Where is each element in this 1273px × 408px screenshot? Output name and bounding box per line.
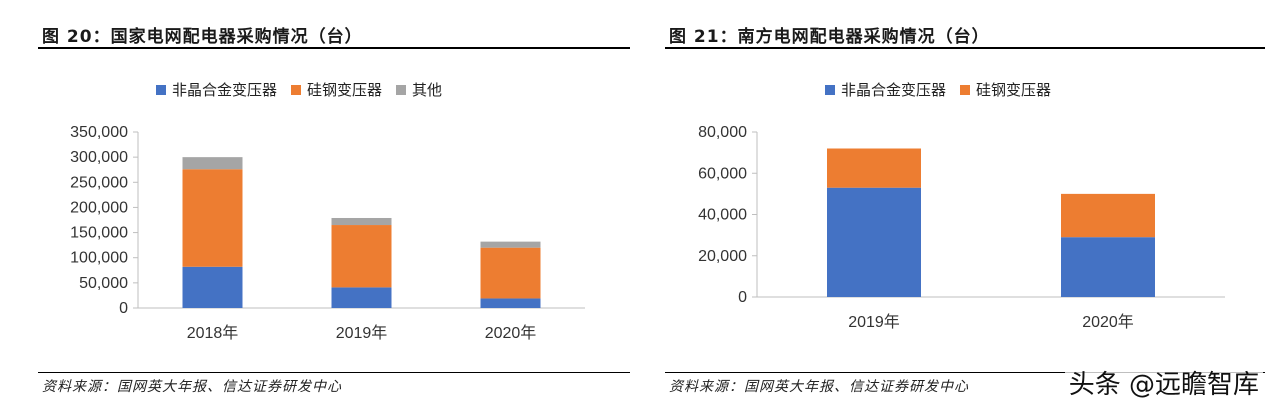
legend-label: 非晶合金变压器	[841, 81, 947, 99]
legend-item: 非晶合金变压器	[825, 79, 946, 100]
x-tick-label: 2018年	[187, 324, 239, 342]
y-tick-label: 100,000	[70, 250, 128, 267]
y-tick-label: 20,000	[698, 248, 747, 265]
legend-swatch	[291, 84, 302, 95]
figure-20-chart: 0 50,000 100,000 150,000 200,000 250,000 300,0…	[70, 124, 585, 342]
bar-segment-3	[182, 157, 243, 170]
y-tick-label: 200,000	[70, 199, 128, 216]
bar-segment-2	[182, 169, 243, 267]
legend-label: 硅钢变压器	[307, 81, 383, 99]
legend-item: 硅钢变压器	[960, 79, 1051, 100]
bar-segment-2	[1061, 193, 1155, 238]
legend-swatch	[825, 84, 835, 95]
figure-21-panel: 图 21：南方电网配电器采购情况（台） 非晶合金变压器 硅钢变压器 0 20,000…	[665, 0, 1265, 408]
legend-label: 非晶合金变压器	[172, 81, 278, 99]
x-tick-label: 2020年	[485, 324, 537, 342]
x-tick-label: 2019年	[848, 313, 900, 331]
legend-swatch	[396, 84, 407, 95]
legend-label: 其他	[412, 81, 443, 99]
figure-21-source: 资料来源：国网英大年报、信达证券研发中心	[669, 379, 969, 395]
bar-segment-2	[480, 247, 541, 299]
figure-21-bottom-rule	[665, 372, 1265, 373]
bar-segment-2	[331, 225, 392, 288]
bar-segment-1	[182, 266, 243, 308]
legend-label: 硅钢变压器	[976, 81, 1052, 99]
y-tick-label: 0	[119, 300, 128, 317]
watermark-label: 头条 @远瞻智库	[1064, 362, 1263, 403]
figure-21-chart: 0 20,000 40,000 60,000 80,000 2019年 2020年	[698, 124, 1225, 331]
bar-segment-1	[480, 298, 541, 308]
bar-segment-1	[827, 187, 921, 297]
bar-segment-1	[1061, 237, 1155, 297]
y-tick-label: 0	[738, 289, 747, 306]
y-tick-label: 80,000	[698, 124, 747, 141]
legend-item: 硅钢变压器	[291, 79, 382, 100]
bar-segment-3	[480, 241, 541, 248]
bar-segment-3	[331, 217, 392, 226]
y-tick-label: 150,000	[70, 225, 128, 242]
legend-swatch	[960, 84, 971, 95]
y-tick-label: 50,000	[79, 275, 128, 292]
figure-20-panel: 图 20：国家电网配电器采购情况（台） 非晶合金变压器 硅钢变压器 其他 0 50,0…	[38, 0, 630, 408]
x-tick-label: 2019年	[336, 324, 388, 342]
y-tick-label: 60,000	[698, 165, 747, 182]
bar-segment-2	[827, 148, 921, 188]
bar-segment-1	[331, 287, 392, 308]
y-tick-label: 350,000	[70, 124, 128, 141]
figure-20-title: 图 20：国家电网配电器采购情况（台）	[42, 27, 363, 47]
legend-item: 非晶合金变压器	[156, 79, 277, 100]
legend-swatch	[156, 84, 166, 95]
y-tick-label: 250,000	[70, 174, 128, 191]
figure-20-legend: 非晶合金变压器 硅钢变压器 其他	[156, 79, 442, 100]
legend-item: 其他	[396, 79, 442, 100]
figure-21-legend: 非晶合金变压器 硅钢变压器	[825, 79, 1051, 100]
y-tick-label: 300,000	[70, 149, 128, 166]
figure-21-title: 图 21：南方电网配电器采购情况（台）	[669, 27, 990, 47]
figure-21-top-rule	[665, 47, 1265, 49]
figure-20-source: 资料来源：国网英大年报、信达证券研发中心	[42, 379, 342, 395]
figure-20-top-rule	[38, 47, 630, 49]
y-tick-label: 40,000	[698, 207, 747, 224]
figure-20-bottom-rule	[38, 372, 630, 373]
x-tick-label: 2020年	[1082, 313, 1134, 331]
